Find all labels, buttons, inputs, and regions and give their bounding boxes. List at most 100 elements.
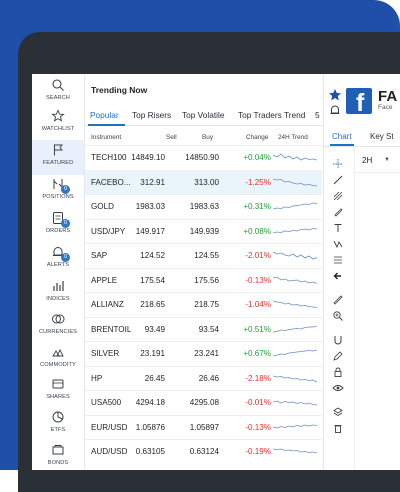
crosshair-icon[interactable] xyxy=(332,158,344,170)
instrument-name: FACEBO... xyxy=(91,177,131,187)
sidebar-item-commodity[interactable]: COMMODITY xyxy=(32,345,84,379)
instrument-name: USA500 xyxy=(91,398,122,407)
table-row[interactable]: ALLIANZ 218.65 218.75 -1.04% xyxy=(85,292,322,317)
table-row[interactable]: GOLD 1983.03 1983.63 +0.31% xyxy=(85,194,322,219)
instrument-name: SILVER xyxy=(91,349,120,358)
pattern-icon[interactable] xyxy=(332,238,344,250)
buy-price: 4295.08 xyxy=(189,398,219,407)
table-row[interactable]: APPLE 175.54 175.56 -0.13% xyxy=(85,267,322,293)
instrument-name: SAP xyxy=(91,251,108,260)
pitchfork-icon[interactable] xyxy=(332,190,344,202)
sidebar-item-indices[interactable]: INDICES xyxy=(32,279,84,313)
sidebar-item-label: SEARCH xyxy=(46,95,70,101)
sidebar-item-label: FEATURED xyxy=(42,160,74,166)
orders-icon: 0 xyxy=(51,211,70,228)
instrument-name: HP xyxy=(91,373,103,383)
sell-price: 23.191 xyxy=(140,349,165,358)
sidebar-item-label: ETFS xyxy=(50,427,66,433)
table-row[interactable]: TECH100 14849.10 14850.90 +0.04% xyxy=(85,145,322,170)
magnet-icon[interactable] xyxy=(332,334,344,346)
buy-price: 175.56 xyxy=(194,275,219,285)
trend-sparkline xyxy=(273,202,317,210)
trend-sparkline xyxy=(273,349,317,357)
search-icon xyxy=(51,78,65,92)
chart-area[interactable] xyxy=(355,172,400,470)
star-icon[interactable] xyxy=(328,88,342,102)
table-row[interactable]: AUD/USD 0.63105 0.63124 -0.19% xyxy=(85,439,322,464)
sidebar-item-orders[interactable]: 0 ORDERS xyxy=(32,211,84,245)
table-row[interactable]: USA500 4294.18 4295.08 -0.01% xyxy=(85,390,322,415)
trend-sparkline xyxy=(273,424,317,428)
sell-price: 93.49 xyxy=(144,324,165,334)
sell-price: 218.65 xyxy=(140,300,165,309)
sidebar-item-label: WATCHLIST xyxy=(41,126,75,132)
sidebar-item-currencies[interactable]: CURRENCIES xyxy=(32,312,84,346)
bell-icon[interactable] xyxy=(329,104,341,116)
brush-icon[interactable] xyxy=(332,206,344,218)
trend-sparkline xyxy=(273,325,317,332)
instrument-subtitle: Face xyxy=(378,104,393,111)
panel-title: Trending Now xyxy=(91,85,148,95)
sidebar-item-label: ALERTS xyxy=(46,262,70,268)
sell-price: 1.05876 xyxy=(135,422,165,432)
instrument-name: AUD/USD xyxy=(91,447,128,456)
column-header-buy: Buy xyxy=(202,134,214,141)
zoom-in-icon[interactable] xyxy=(332,310,344,322)
star-icon xyxy=(51,109,65,123)
trend-sparkline xyxy=(273,448,317,454)
tab-top-volatile[interactable]: Top Volatile xyxy=(182,110,225,120)
arrow-left-icon[interactable] xyxy=(332,270,344,282)
column-header-instrument: Instrument xyxy=(91,134,122,141)
pencil-lock-icon[interactable] xyxy=(332,350,344,362)
instrument-name: USD/JPY xyxy=(91,226,126,236)
sidebar-item-shares[interactable]: SHARES xyxy=(32,377,84,411)
tab-key-stats[interactable]: Key St xyxy=(370,132,394,141)
change-percent: -0.13% xyxy=(245,422,271,432)
trend-sparkline xyxy=(273,251,317,260)
prediction-icon[interactable] xyxy=(332,254,344,266)
tab-popular[interactable]: Popular xyxy=(90,110,119,120)
sidebar-item-watchlist[interactable]: WATCHLIST xyxy=(32,109,84,143)
tab-top-risers[interactable]: Top Risers xyxy=(132,110,172,120)
column-header-trend: 24H Trend xyxy=(278,134,308,141)
positions-badge: 0 xyxy=(61,185,70,194)
sidebar-item-featured[interactable]: FEATURED xyxy=(32,140,84,175)
sell-price: 1983.03 xyxy=(135,202,165,211)
etfs-icon xyxy=(51,410,65,424)
orders-badge: 0 xyxy=(61,219,70,228)
tab-top-traders-trend[interactable]: Top Traders Trend xyxy=(238,110,306,120)
eye-icon[interactable] xyxy=(332,382,344,394)
column-header-change: Change xyxy=(246,134,269,141)
sidebar-item-search[interactable]: SEARCH xyxy=(32,78,84,112)
tab-more[interactable]: 5 xyxy=(315,110,320,120)
sell-price: 14849.10 xyxy=(131,153,165,162)
lock-icon[interactable] xyxy=(332,366,344,378)
column-header-sell: Sell xyxy=(166,134,177,141)
trend-sparkline xyxy=(273,300,317,308)
chevron-down-icon[interactable]: ▼ xyxy=(384,157,390,163)
table-row[interactable]: FACEBO... 312.91 313.00 -1.25% xyxy=(85,169,322,195)
table-row[interactable]: SILVER 23.191 23.241 +0.67% xyxy=(85,341,322,366)
sidebar-item-etfs[interactable]: ETFS xyxy=(32,410,84,444)
tab-chart[interactable]: Chart xyxy=(332,132,352,141)
table-row[interactable]: BRENTOIL 93.49 93.54 +0.51% xyxy=(85,316,322,342)
timeframe-select[interactable]: 2H xyxy=(362,156,373,165)
trash-icon[interactable] xyxy=(332,422,344,434)
buy-price: 149.939 xyxy=(189,226,219,236)
table-row[interactable]: HP 26.45 26.46 -2.18% xyxy=(85,365,322,391)
sidebar-item-label: CURRENCIES xyxy=(39,329,77,335)
commodity-icon xyxy=(51,345,65,359)
table-row[interactable]: SAP 124.52 124.55 -2.01% xyxy=(85,243,322,268)
sell-price: 124.52 xyxy=(140,251,165,260)
table-row[interactable]: EUR/USD 1.05876 1.05897 -0.13% xyxy=(85,414,322,440)
sidebar-item-alerts[interactable]: 0 ALERTS xyxy=(32,245,84,279)
text-tool-icon[interactable] xyxy=(332,222,344,234)
layers-icon[interactable] xyxy=(332,406,344,418)
trend-line-icon[interactable] xyxy=(332,174,344,186)
buy-price: 14850.90 xyxy=(185,153,219,162)
sidebar-item-bonds[interactable]: BONDS xyxy=(32,443,84,470)
sidebar-item-positions[interactable]: 0 POSITIONS xyxy=(32,177,84,211)
change-percent: -0.19% xyxy=(245,447,271,456)
ruler-icon[interactable] xyxy=(332,294,344,306)
table-row[interactable]: USD/JPY 149.917 149.939 +0.08% xyxy=(85,218,322,244)
